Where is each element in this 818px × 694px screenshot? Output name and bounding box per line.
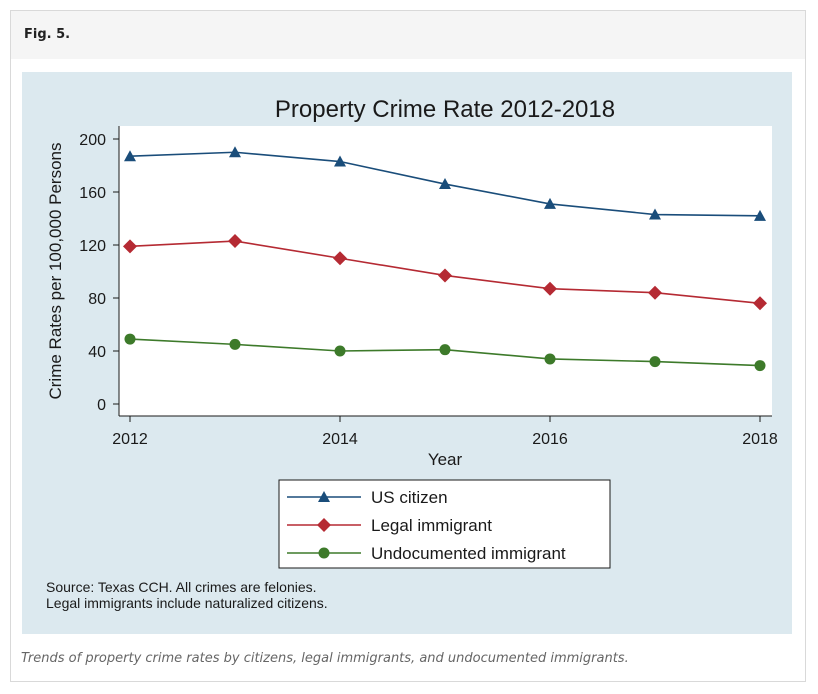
data-point-us-citizen <box>754 209 766 221</box>
data-point-legal-immigrant <box>753 296 767 311</box>
legend-item-legal-immigrant: Legal immigrant <box>287 516 492 535</box>
legend: US citizen Legal immigrant Undocumented im… <box>278 479 611 569</box>
x-axis-label: Year <box>428 450 463 469</box>
y-tick-label: 40 <box>88 344 106 361</box>
legend-item-undocumented-immigrant: Undocumented immigrant <box>287 544 566 563</box>
x-tick-label: 2018 <box>742 431 778 448</box>
x-tick-label: 2012 <box>112 431 148 448</box>
figure-caption: Trends of property crime rates by citize… <box>21 651 629 666</box>
x-tick-label: 2016 <box>532 431 568 448</box>
data-point-legal-immigrant <box>438 268 452 283</box>
legend-marker-us-citizen <box>318 491 330 502</box>
data-point-legal-immigrant <box>333 251 347 266</box>
data-point-legal-immigrant <box>543 281 557 296</box>
legend-label-legal-immigrant: Legal immigrant <box>371 516 492 535</box>
axes: 0 40 80 120 160 200 2012 2014 2016 2018 <box>79 126 778 448</box>
data-point-us-citizen <box>229 146 241 158</box>
data-point-undocumented-immigrant <box>124 333 136 345</box>
y-tick-label: 200 <box>79 132 106 149</box>
data-point-legal-immigrant <box>123 239 137 254</box>
data-point-undocumented-immigrant <box>229 338 241 350</box>
data-point-undocumented-immigrant <box>334 345 346 357</box>
figure-header: Fig. 5. <box>11 11 805 59</box>
x-tick-label: 2014 <box>322 431 358 448</box>
legend-label-undocumented-immigrant: Undocumented immigrant <box>371 544 566 563</box>
series-undocumented-immigrant <box>124 333 766 372</box>
data-point-undocumented-immigrant <box>649 356 661 368</box>
data-point-undocumented-immigrant <box>544 353 556 365</box>
series-us-citizen <box>124 146 766 221</box>
y-tick-label: 160 <box>79 185 106 202</box>
figure-label: Fig. 5. <box>24 27 71 42</box>
source-note-line1: Source: Texas CCH. All crimes are feloni… <box>46 579 317 595</box>
data-point-us-citizen <box>334 155 346 167</box>
y-tick-label: 80 <box>88 291 106 308</box>
data-point-us-citizen <box>439 178 451 190</box>
legend-item-us-citizen: US citizen <box>287 488 448 507</box>
data-point-us-citizen <box>649 208 661 220</box>
series-layer <box>123 146 767 372</box>
data-point-us-citizen <box>544 197 556 209</box>
y-tick-label: 120 <box>79 238 106 255</box>
series-legal-immigrant <box>123 234 767 311</box>
data-point-legal-immigrant <box>228 234 242 249</box>
legend-label-us-citizen: US citizen <box>371 488 448 507</box>
data-point-us-citizen <box>124 150 136 162</box>
chart-title: Property Crime Rate 2012-2018 <box>275 96 615 123</box>
y-tick-label: 0 <box>97 397 106 414</box>
data-point-legal-immigrant <box>648 285 662 300</box>
legend-marker-legal-immigrant <box>317 518 331 532</box>
data-point-undocumented-immigrant <box>754 360 766 372</box>
legend-marker-undocumented-immigrant <box>318 547 330 559</box>
y-axis-label: Crime Rates per 100,000 Persons <box>46 142 65 399</box>
source-note-line2: Legal immigrants include naturalized cit… <box>46 595 328 611</box>
data-point-undocumented-immigrant <box>439 344 451 356</box>
